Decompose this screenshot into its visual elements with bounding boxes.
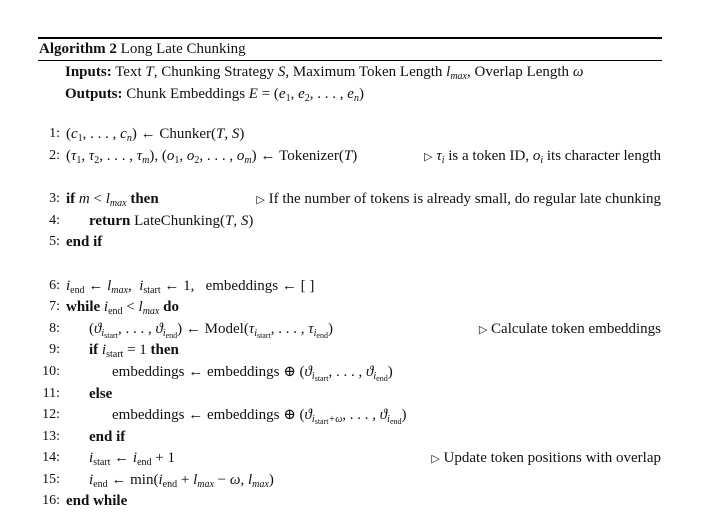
line-number: 1: <box>49 126 60 141</box>
line-number: 4: <box>49 213 60 228</box>
algorithm-caption: Algorithm 2 Long Late Chunking <box>39 39 246 59</box>
line-code: (τ1, τ2, . . . , τm), (o1, o2, . . . , o… <box>66 148 358 166</box>
comment-triangle-icon: ▷ <box>424 151 433 163</box>
line-code: if istart = 1 then <box>89 342 179 360</box>
algorithm-label: Algorithm 2 <box>39 41 117 57</box>
line-code: embeddings ← embeddings ⊕ (ϑistart, . . … <box>112 364 393 383</box>
line-code: (c1, . . . , cn) ← Chunker(T, S) <box>66 126 245 144</box>
line-code: iend ← min(iend + lmax − ω, lmax) <box>89 472 274 490</box>
line-comment: ▷ Calculate token embeddings <box>478 321 661 337</box>
algo-line-9: 9: if istart = 1 then <box>0 340 713 360</box>
algo-line-4: 4: return LateChunking(T, S) <box>0 211 713 231</box>
algo-line-15: 15: iend ← min(iend + lmax − ω, lmax) <box>0 470 713 490</box>
line-number: 14: <box>42 450 60 465</box>
comment-triangle-icon: ▷ <box>478 324 488 336</box>
line-number: 10: <box>42 364 60 379</box>
inputs-text: Text T, Chunking Strategy S, Maximum Tok… <box>115 64 584 82</box>
outputs-text: Chunk Embeddings E = (e1, e2, . . . , en… <box>126 86 364 104</box>
line-code: istart ← iend + 1 <box>89 450 175 468</box>
comment-triangle-icon: ▷ <box>431 453 440 465</box>
algo-line-13: 13: end if <box>0 427 713 447</box>
top-rule <box>38 37 662 39</box>
algo-line-8: 8: (ϑistart, . . . , ϑiend) ← Model(τist… <box>0 319 713 340</box>
line-number: 2: <box>49 148 60 163</box>
line-code: embeddings ← embeddings ⊕ (ϑistart+ω, . … <box>112 407 407 426</box>
line-number: 15: <box>42 472 60 487</box>
line-code: end while <box>66 493 128 509</box>
line-number: 8: <box>49 321 60 336</box>
line-number: 6: <box>49 278 60 293</box>
line-code: return LateChunking(T, S) <box>89 213 254 229</box>
algo-line-12: 12: embeddings ← embeddings ⊕ (ϑistart+ω… <box>0 405 713 426</box>
algo-line-1: 1: (c1, . . . , cn) ← Chunker(T, S) <box>0 124 713 144</box>
line-code: (ϑistart, . . . , ϑiend) ← Model(τistart… <box>89 321 333 340</box>
line-number: 12: <box>42 407 60 422</box>
line-number: 5: <box>49 234 60 249</box>
outputs-line: Outputs: Chunk Embeddings E = (e1, e2, .… <box>65 84 364 104</box>
line-code: if m < lmax then <box>66 191 159 209</box>
line-number: 7: <box>49 299 60 314</box>
line-number: 11: <box>42 386 60 401</box>
line-code: while iend < lmax do <box>66 299 179 317</box>
line-number: 9: <box>49 342 60 357</box>
algo-line-10: 10: embeddings ← embeddings ⊕ (ϑistart, … <box>0 362 713 383</box>
line-code: end if <box>89 429 126 445</box>
algo-line-16: 16: end while <box>0 491 713 511</box>
comment-triangle-icon: ▷ <box>256 194 265 206</box>
algo-line-11: 11: else <box>0 384 713 404</box>
algo-line-7: 7: while iend < lmax do <box>0 297 713 317</box>
line-code: else <box>89 386 113 402</box>
inputs-line: Inputs: Text T, Chunking Strategy S, Max… <box>65 62 583 82</box>
outputs-label: Outputs: <box>65 86 123 102</box>
algo-line-3: 3: if m < lmax then ▷ If the number of t… <box>0 189 713 209</box>
line-comment: ▷ Update token positions with overlap <box>431 450 661 466</box>
caption-rule <box>38 60 662 61</box>
algo-line-14: 14: istart ← iend + 1 ▷ Update token pos… <box>0 448 713 468</box>
algo-line-5: 5: end if <box>0 232 713 252</box>
line-comment: ▷ If the number of tokens is already sma… <box>256 191 661 207</box>
line-number: 3: <box>49 191 60 206</box>
inputs-label: Inputs: <box>65 64 112 80</box>
algorithm-title: Long Late Chunking <box>120 41 246 57</box>
algo-line-2: 2: (τ1, τ2, . . . , τm), (o1, o2, . . . … <box>0 146 713 166</box>
line-number: 16: <box>42 493 60 508</box>
line-comment: ▷ τi is a token ID, oi its character len… <box>424 148 661 166</box>
line-number: 13: <box>42 429 60 444</box>
algo-line-6: 6: iend ← lmax, istart ← 1, embeddings ←… <box>0 276 713 296</box>
line-code: iend ← lmax, istart ← 1, embeddings ← [ … <box>66 278 315 296</box>
line-code: end if <box>66 234 103 250</box>
